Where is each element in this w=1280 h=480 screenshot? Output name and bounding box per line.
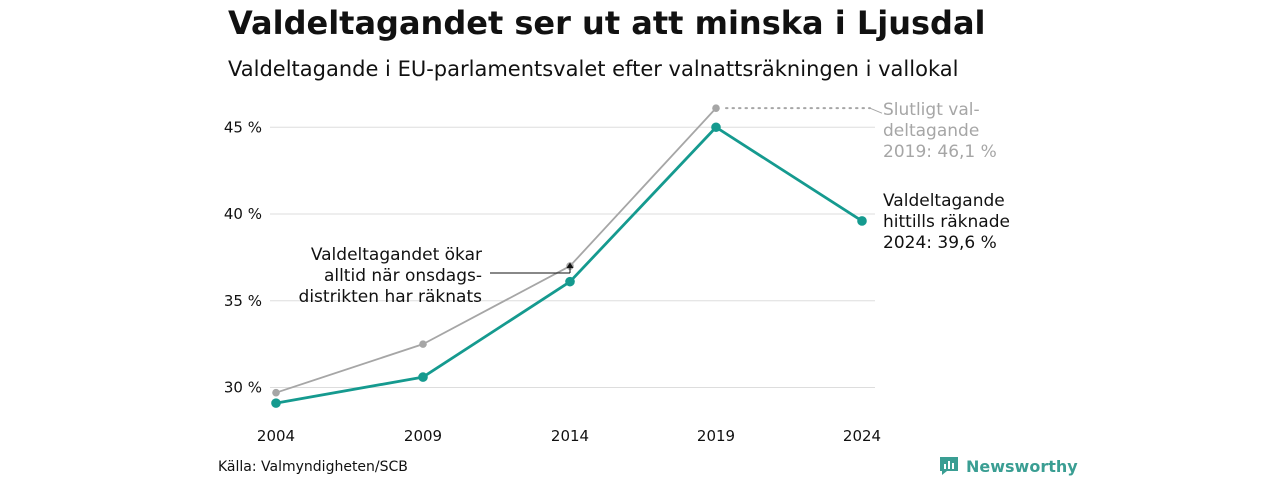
- data-point-final: [712, 104, 720, 112]
- brand-logo: Newsworthy: [938, 455, 1078, 477]
- newsworthy-logo-icon: [940, 457, 958, 475]
- data-point-counted: [565, 276, 575, 287]
- source-note: Källa: Valmyndigheten/SCB: [218, 459, 408, 475]
- annotation-final-2019: deltagande: [883, 121, 979, 141]
- x-tick-label: 2024: [843, 427, 881, 445]
- annotation-counted-2024: 2024: 39,6 %: [883, 233, 997, 253]
- annotation-final-2019: Slutligt val-: [883, 100, 980, 120]
- annotation-final-2019: 2019: 46,1 %: [883, 142, 997, 162]
- annotation-leader-final-tick: [869, 107, 883, 114]
- x-tick-label: 2014: [551, 427, 589, 445]
- x-tick-label: 2004: [257, 427, 295, 445]
- annotation-counted-2024: hittills räknade: [883, 212, 1010, 232]
- annotation-counted-2024: Valdeltagande: [883, 191, 1005, 211]
- annotation-wednesday: alltid när onsdags-: [324, 266, 482, 286]
- data-point-counted: [418, 372, 428, 382]
- y-tick-label: 35 %: [224, 292, 262, 310]
- brand-name: Newsworthy: [966, 456, 1078, 476]
- series-line-final: [275, 107, 717, 394]
- data-point-counted: [711, 122, 721, 133]
- data-point-counted: [271, 398, 281, 408]
- y-tick-label: 40 %: [224, 205, 262, 223]
- x-tick-label: 2009: [404, 427, 442, 445]
- annotation-wednesday-arrow-head: [566, 262, 574, 268]
- x-tick-label: 2019: [697, 427, 735, 445]
- data-point-final: [272, 388, 280, 397]
- chart-subtitle: Valdeltagande i EU-parlamentsvalet efter…: [228, 57, 959, 81]
- data-point-counted: [857, 216, 867, 226]
- annotation-wednesday: Valdeltagandet ökar: [311, 245, 482, 265]
- data-point-final: [419, 340, 427, 348]
- y-tick-label: 45 %: [224, 118, 262, 136]
- y-tick-label: 30 %: [224, 379, 262, 397]
- annotation-wednesday: distrikten har räknats: [299, 287, 483, 307]
- chart-title: Valdeltagandet ser ut att minska i Ljusd…: [228, 4, 986, 42]
